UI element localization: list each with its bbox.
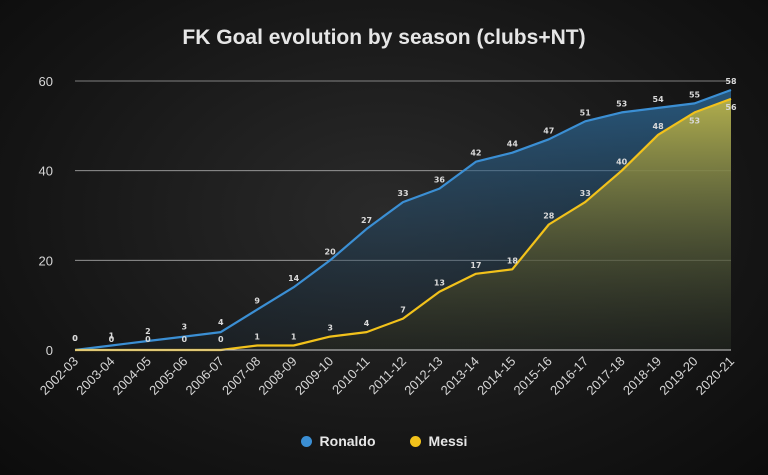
- data-label-messi: 1: [291, 333, 297, 342]
- data-label-ronaldo: 4: [218, 318, 224, 327]
- x-tick-label: 2019-20: [656, 354, 700, 398]
- data-label-ronaldo: 0: [72, 334, 78, 343]
- x-tick-label: 2005-06: [146, 354, 190, 398]
- data-label-messi: 40: [616, 158, 628, 167]
- x-tick-label: 2018-19: [620, 354, 664, 398]
- data-label-messi: 13: [434, 279, 445, 288]
- data-label-ronaldo: 3: [182, 323, 188, 332]
- data-label-messi: 0: [182, 335, 188, 344]
- data-label-ronaldo: 42: [470, 149, 481, 158]
- x-tick-label: 2009-10: [292, 354, 336, 398]
- data-label-messi: 0: [145, 335, 151, 344]
- data-label-messi: 0: [109, 335, 115, 344]
- y-tick-label-40: 40: [39, 164, 53, 179]
- legend-item-messi[interactable]: Messi: [409, 433, 468, 449]
- line-ronaldo: [74, 88, 732, 352]
- data-label-messi: 18: [507, 256, 519, 265]
- data-label-ronaldo: 2: [145, 327, 151, 336]
- x-tick-label: 2017-18: [583, 354, 627, 398]
- data-label-messi: 3: [327, 324, 333, 333]
- legend-marker-ronaldo: [300, 435, 312, 447]
- data-label-ronaldo: 1: [109, 332, 115, 341]
- data-label-messi: 7: [400, 306, 406, 315]
- x-tick-label: 2013-14: [438, 354, 482, 398]
- data-label-ronaldo: 47: [543, 126, 554, 135]
- data-label-ronaldo: 44: [507, 140, 519, 149]
- data-label-messi: 0: [218, 335, 224, 344]
- x-tick-label: 2011-12: [365, 354, 409, 398]
- data-label-ronaldo: 36: [434, 176, 446, 185]
- legend-label-ronaldo: Ronaldo: [319, 433, 376, 449]
- data-label-ronaldo: 33: [397, 189, 408, 198]
- y-tick-label-20: 20: [39, 253, 53, 268]
- legend-label-messi: Messi: [428, 433, 468, 449]
- x-tick-label: 2020-21: [693, 354, 737, 398]
- data-label-messi: 48: [653, 122, 665, 131]
- data-label-ronaldo: 51: [580, 108, 592, 117]
- x-tick-label: 2004-05: [110, 354, 154, 398]
- x-tick-label: 2010-11: [329, 354, 373, 398]
- data-label-messi: 33: [580, 189, 591, 198]
- data-label-messi: 17: [470, 261, 481, 270]
- data-label-ronaldo: 27: [361, 216, 372, 225]
- data-label-messi: 56: [725, 103, 737, 112]
- data-label-ronaldo: 54: [653, 95, 665, 104]
- area-layer: [75, 90, 731, 351]
- area-messi: [75, 98, 731, 351]
- x-tick-label: 2007-08: [219, 354, 263, 398]
- legend-marker-messi: [409, 435, 421, 447]
- data-label-ronaldo: 55: [689, 90, 701, 99]
- y-tick-label-0: 0: [46, 343, 53, 358]
- x-tick-label: 2003-04: [73, 354, 117, 398]
- y-tick-label-60: 60: [39, 74, 53, 89]
- data-label-ronaldo: 9: [254, 297, 260, 306]
- legend-item-ronaldo[interactable]: Ronaldo: [300, 433, 376, 449]
- x-tick-label: 2008-09: [255, 354, 299, 398]
- data-label-messi: 53: [689, 116, 700, 125]
- legend: Ronaldo Messi: [0, 433, 768, 449]
- x-tick-label: 2002-03: [37, 354, 81, 398]
- x-tick-label: 2014-15: [474, 354, 518, 398]
- data-label-messi: 1: [254, 333, 260, 342]
- data-label-messi: 0: [72, 334, 78, 343]
- x-tick-label: 2012-13: [401, 354, 445, 398]
- data-label-ronaldo: 20: [325, 247, 337, 256]
- data-label-ronaldo: 58: [725, 77, 737, 86]
- data-label-ronaldo: 14: [288, 274, 300, 283]
- chart-title: FK Goal evolution by season (clubs+NT): [182, 26, 586, 49]
- data-label-messi: 28: [543, 211, 555, 220]
- x-tick-label: 2016-17: [547, 354, 591, 398]
- data-label-ronaldo: 53: [616, 99, 627, 108]
- x-tick-label: 2015-16: [511, 354, 555, 398]
- data-label-messi: 4: [364, 319, 370, 328]
- x-tick-label: 2006-07: [183, 354, 227, 398]
